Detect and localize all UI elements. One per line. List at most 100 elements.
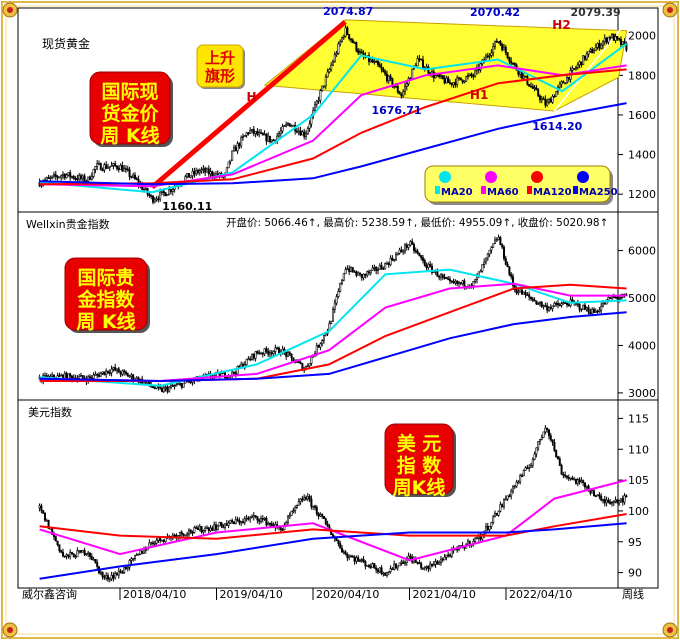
candle-body	[371, 59, 374, 63]
candle-body	[576, 479, 579, 484]
candle-body	[537, 89, 540, 97]
candle-body	[393, 85, 396, 88]
candle-body	[457, 77, 460, 80]
candle-body	[389, 75, 392, 79]
candle-body	[376, 61, 379, 65]
candle-body	[126, 168, 129, 171]
y-tick-label-usd: 90	[628, 567, 642, 580]
candle-body	[409, 241, 412, 246]
candle-body	[353, 42, 356, 44]
candle-body	[558, 458, 561, 466]
candle-body	[560, 81, 563, 85]
candle-body	[283, 125, 286, 127]
candle-body	[605, 37, 608, 43]
candle-body	[159, 537, 162, 541]
candle-body	[349, 267, 352, 272]
candle-body	[384, 71, 387, 75]
candle-body	[110, 575, 113, 580]
candle-body	[123, 168, 126, 172]
candle-body	[281, 529, 284, 531]
candle-body	[148, 193, 151, 197]
candle-body	[339, 543, 342, 549]
candle-body	[240, 521, 243, 524]
candle-body	[92, 374, 95, 379]
candle-body	[600, 44, 603, 49]
candle-body	[189, 175, 192, 178]
candle-body	[547, 99, 550, 103]
candle-body	[346, 268, 349, 270]
candle-body	[623, 41, 626, 44]
candle-body	[609, 36, 612, 39]
candle-body	[556, 303, 559, 306]
candle-body	[124, 168, 127, 171]
candle-body	[63, 173, 66, 179]
candle-body	[533, 299, 536, 302]
candle-body	[292, 510, 295, 512]
candle-body	[256, 516, 259, 521]
candle-body	[126, 566, 129, 570]
candle-body	[268, 522, 271, 525]
candle-body	[47, 519, 50, 529]
candle-body	[367, 55, 370, 62]
candle-body	[117, 168, 120, 170]
candle-body	[447, 554, 450, 557]
candle-body	[427, 566, 430, 570]
candle-body	[549, 99, 552, 103]
candle-body	[610, 34, 613, 39]
price-label: 2079.39	[571, 6, 621, 19]
candle-body	[286, 516, 289, 523]
candle-body	[115, 573, 118, 576]
y-tick-label-gold: 1400	[628, 149, 656, 162]
candle-body	[238, 143, 241, 147]
candle-body	[594, 495, 597, 498]
candle-body	[583, 304, 586, 310]
candle-body	[519, 71, 522, 75]
candle-body	[321, 514, 324, 517]
candle-body	[371, 267, 374, 271]
candle-body	[247, 132, 250, 135]
candle-body	[108, 166, 111, 168]
candle-body	[128, 560, 131, 568]
y-tick-label-usd: 110	[628, 443, 649, 456]
candle-body	[553, 96, 556, 98]
candle-body	[511, 62, 514, 65]
candle-body	[420, 255, 423, 259]
candle-body	[454, 82, 457, 86]
candle-body	[526, 467, 529, 470]
candle-body	[317, 513, 320, 517]
candle-body	[609, 501, 612, 505]
candle-body	[522, 75, 525, 79]
candle-body	[232, 371, 235, 374]
candle-body	[533, 453, 536, 460]
candle-body	[367, 565, 370, 567]
candle-body	[92, 558, 95, 561]
candle-body	[263, 133, 266, 136]
candle-body	[193, 170, 196, 175]
candle-body	[358, 560, 361, 562]
candle-body	[607, 499, 610, 503]
candle-body	[288, 352, 291, 355]
candle-body	[249, 130, 252, 134]
corner-ornament-center-3	[667, 627, 673, 633]
candle-body	[495, 40, 498, 43]
candle-body	[42, 510, 45, 514]
candle-body	[403, 244, 406, 252]
candle-body	[529, 85, 532, 88]
candle-body	[448, 554, 451, 557]
candle-body	[211, 527, 214, 531]
x-tick-label: 2018/04/10	[123, 588, 186, 601]
x-tick-label: 2020/04/10	[316, 588, 379, 601]
candle-body	[546, 305, 549, 311]
candle-body	[348, 268, 351, 272]
candle-body	[528, 83, 531, 87]
candle-body	[537, 441, 540, 449]
candle-body	[420, 58, 423, 61]
candle-body	[252, 353, 255, 359]
candle-body	[450, 82, 453, 85]
candle-body	[295, 130, 298, 133]
candle-body	[591, 490, 594, 494]
candle-body	[205, 527, 208, 530]
candle-body	[466, 540, 469, 545]
candle-body	[504, 498, 507, 501]
candle-body	[256, 351, 259, 354]
